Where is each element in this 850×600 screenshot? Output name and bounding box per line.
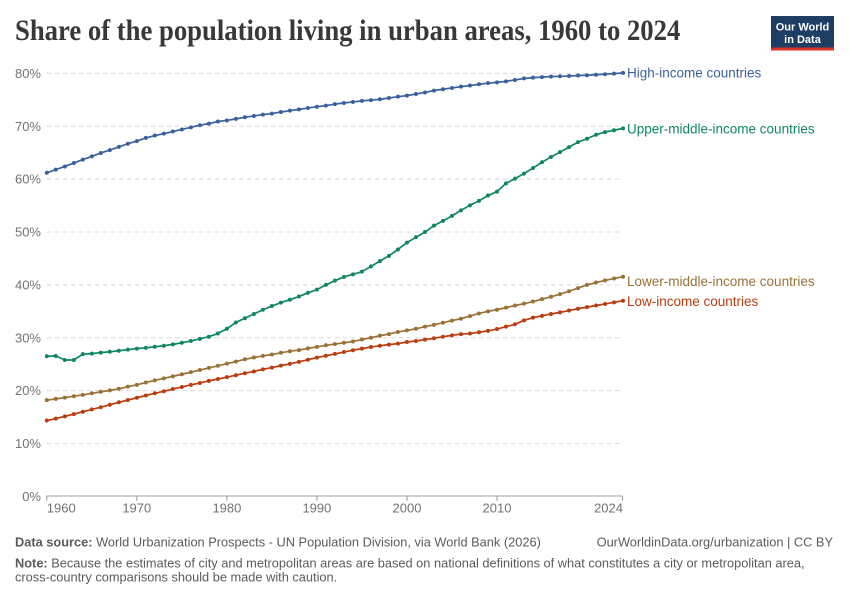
svg-text:0%: 0% [22, 489, 41, 504]
svg-text:50%: 50% [15, 225, 41, 240]
svg-text:Share of the population living: Share of the population living in urban … [15, 15, 680, 48]
svg-text:2010: 2010 [483, 501, 512, 516]
svg-text:Data source: World Urbanizatio: Data source: World Urbanization Prospect… [15, 535, 541, 550]
svg-text:60%: 60% [15, 172, 41, 187]
svg-text:High-income countries: High-income countries [627, 65, 762, 80]
svg-text:Upper-middle-income countries: Upper-middle-income countries [627, 121, 815, 136]
svg-text:1990: 1990 [302, 501, 331, 516]
svg-text:2024: 2024 [594, 501, 623, 516]
svg-text:80%: 80% [15, 66, 41, 81]
svg-text:1970: 1970 [122, 501, 151, 516]
svg-text:cross-country comparisons shou: cross-country comparisons should be made… [15, 570, 337, 585]
svg-text:1960: 1960 [47, 501, 76, 516]
svg-text:1980: 1980 [212, 501, 241, 516]
svg-text:OurWorldinData.org/urbanizatio: OurWorldinData.org/urbanization | CC BY [597, 535, 834, 550]
svg-text:2000: 2000 [393, 501, 422, 516]
svg-text:10%: 10% [15, 436, 41, 451]
svg-text:Our World: Our World [776, 22, 830, 34]
svg-text:in Data: in Data [784, 34, 822, 46]
svg-text:Note: Because the estimates of: Note: Because the estimates of city and … [15, 556, 805, 571]
svg-text:Lower-middle-income countries: Lower-middle-income countries [627, 274, 815, 289]
svg-text:30%: 30% [15, 330, 41, 345]
svg-text:Low-income countries: Low-income countries [627, 294, 759, 309]
svg-text:40%: 40% [15, 277, 41, 292]
svg-text:70%: 70% [15, 119, 41, 134]
svg-text:20%: 20% [15, 383, 41, 398]
